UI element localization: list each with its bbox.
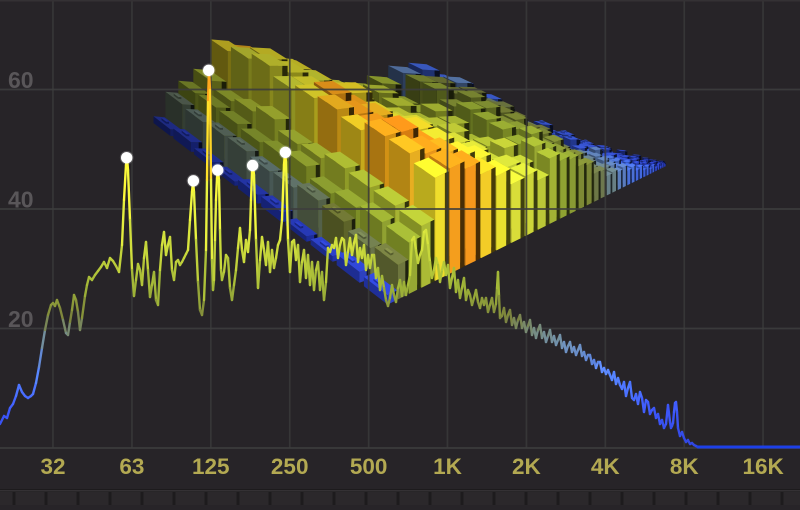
svg-text:125: 125 [192, 454, 230, 479]
svg-text:500: 500 [350, 454, 388, 479]
svg-text:1K: 1K [433, 454, 463, 479]
svg-text:20: 20 [8, 306, 34, 332]
svg-text:16K: 16K [742, 454, 784, 479]
svg-text:8K: 8K [670, 454, 700, 479]
svg-text:2K: 2K [512, 454, 542, 479]
svg-text:63: 63 [119, 454, 144, 479]
svg-text:32: 32 [40, 454, 65, 479]
svg-text:250: 250 [271, 454, 309, 479]
svg-text:4K: 4K [591, 454, 621, 479]
svg-text:40: 40 [8, 187, 34, 213]
svg-text:60: 60 [8, 67, 34, 93]
